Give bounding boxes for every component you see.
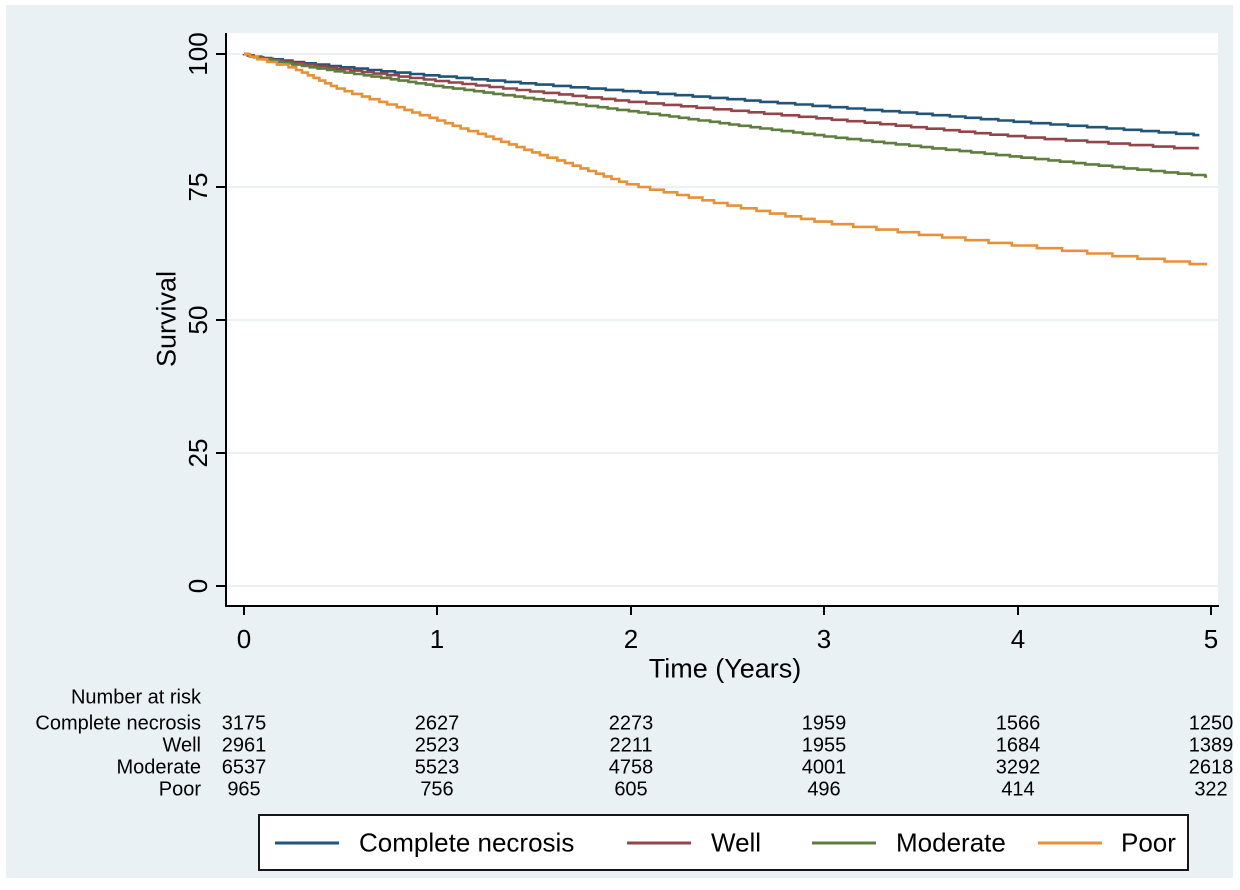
curve-well (242, 52, 1199, 150)
legend-line-well (627, 841, 691, 845)
risk-cell: 496 (807, 778, 841, 801)
risk-cell: 4758 (608, 756, 654, 779)
risk-row-label: Moderate (116, 756, 202, 779)
x-axis-line (225, 605, 1219, 607)
risk-cell: 1250 (1188, 712, 1234, 735)
y-axis-title: Survival (151, 270, 182, 368)
survival-curves (226, 52, 1218, 587)
risk-cell: 4001 (801, 756, 847, 779)
y-tick-50 (216, 319, 225, 321)
risk-cell: 322 (1194, 778, 1228, 801)
x-tick-3 (823, 607, 825, 615)
risk-cell: 1955 (801, 734, 847, 757)
risk-cell: 756 (420, 778, 454, 801)
risk-cell: 1684 (995, 734, 1041, 757)
risk-cell: 414 (1001, 778, 1035, 801)
y-tick-label-100: 100 (183, 32, 213, 76)
risk-cell: 6537 (221, 756, 267, 779)
legend-line-poor (1038, 841, 1102, 845)
plot-area (226, 33, 1218, 605)
x-tick-1 (436, 607, 438, 615)
y-tick-label-0: 0 (183, 578, 213, 594)
y-tick-100 (216, 53, 225, 55)
x-tick-4 (1017, 607, 1019, 615)
risk-cell: 5523 (414, 756, 460, 779)
legend-line-complete-necrosis (275, 841, 339, 845)
risk-row-label: Well (162, 734, 201, 757)
legend-label: Moderate (896, 827, 1006, 858)
risk-cell: 2961 (221, 734, 267, 757)
legend-line-moderate (812, 841, 876, 845)
curve-moderate (244, 52, 1208, 178)
legend-label: Complete necrosis (359, 827, 575, 858)
risk-cell: 2273 (608, 712, 654, 735)
y-tick-label-25: 25 (183, 438, 213, 468)
risk-cell: 3175 (221, 712, 267, 735)
y-tick-0 (216, 585, 225, 587)
x-tick-label-0: 0 (236, 624, 252, 654)
risk-cell: 3292 (995, 756, 1041, 779)
y-tick-label-75: 75 (183, 172, 213, 202)
x-tick-label-1: 1 (429, 624, 445, 654)
risk-cell: 1389 (1188, 734, 1234, 757)
y-tick-label-50: 50 (183, 305, 213, 335)
x-tick-label-2: 2 (623, 624, 639, 654)
legend-label: Well (711, 827, 762, 858)
risk-cell: 965 (227, 778, 261, 801)
legend: Complete necrosis Well Moderate Poor (258, 814, 1189, 871)
risk-cell: 1566 (995, 712, 1041, 735)
curve-complete-necrosis (244, 52, 1200, 137)
risk-cell: 2618 (1188, 756, 1234, 779)
risk-cell: 1959 (801, 712, 847, 735)
y-tick-25 (216, 452, 225, 454)
x-tick-2 (630, 607, 632, 615)
x-tick-0 (243, 607, 245, 615)
legend-label: Poor (1121, 827, 1176, 858)
risk-row-label: Complete necrosis (35, 712, 201, 735)
risk-cell: 2211 (609, 734, 653, 757)
risk-cell: 2523 (414, 734, 460, 757)
risk-cell: 2627 (414, 712, 460, 735)
x-tick-5 (1210, 607, 1212, 615)
y-axis-line (225, 33, 227, 607)
x-tick-label-5: 5 (1203, 624, 1219, 654)
risk-table-header: Number at risk (70, 686, 201, 709)
x-tick-label-4: 4 (1010, 624, 1026, 654)
risk-cell: 605 (614, 778, 648, 801)
y-tick-75 (216, 186, 225, 188)
curve-poor (244, 52, 1208, 266)
x-tick-label-3: 3 (816, 624, 832, 654)
risk-row-label: Poor (158, 778, 201, 801)
x-axis-title: Time (Years) (648, 653, 802, 684)
